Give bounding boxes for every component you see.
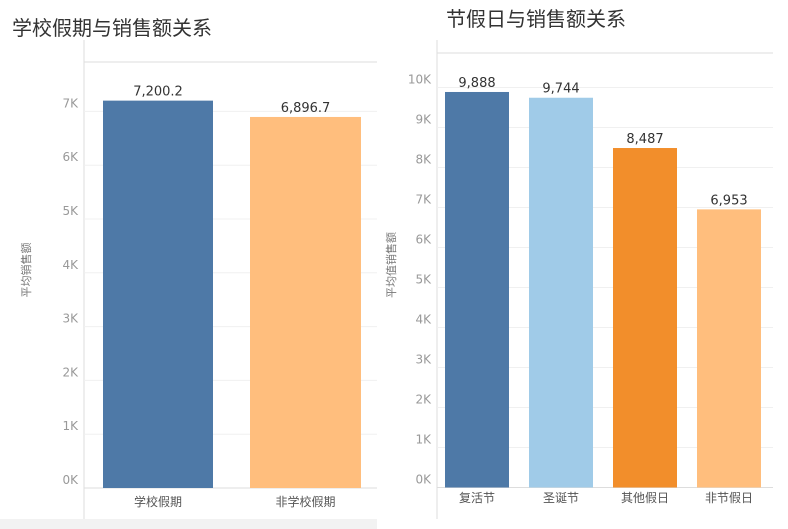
x-category-label: 学校假期 <box>134 494 182 509</box>
bar-复活节 <box>445 91 509 488</box>
y-tick-label: 1K <box>415 433 432 447</box>
bar-圣诞节 <box>529 97 593 488</box>
data-label: 6,896.7 <box>281 101 331 116</box>
x-category-label: 其他假日 <box>621 491 669 505</box>
y-tick-label: 3K <box>62 312 79 326</box>
data-label: 6,953 <box>710 193 747 208</box>
y-tick-label: 6K <box>415 233 432 247</box>
y-tick-label: 3K <box>415 353 432 367</box>
data-label: 7,200.2 <box>133 85 183 100</box>
bar-其他假日 <box>613 148 677 488</box>
y-tick-label: 0K <box>62 473 79 487</box>
y-tick-label: 2K <box>415 393 432 407</box>
bar-非学校假期 <box>250 116 361 488</box>
y-tick-label: 10K <box>408 73 432 87</box>
y-axis-title: 平均销售额 <box>19 243 33 298</box>
data-label: 9,888 <box>458 76 495 91</box>
left-chart-title: 学校假期与销售额关系 <box>12 16 212 40</box>
x-category-label: 非学校假期 <box>275 494 335 509</box>
y-tick-label: 5K <box>62 204 79 218</box>
x-category-label: 非节假日 <box>705 491 753 505</box>
right-chart-title: 节假日与销售额关系 <box>446 7 626 31</box>
y-axis-title: 平均值销售额 <box>384 232 398 298</box>
y-tick-label: 0K <box>415 473 432 487</box>
y-tick-label: 7K <box>62 96 79 110</box>
scroll-strip <box>0 519 377 529</box>
y-tick-label: 4K <box>62 258 79 272</box>
x-category-label: 复活节 <box>459 491 495 505</box>
y-tick-label: 2K <box>62 365 79 379</box>
y-tick-label: 6K <box>62 150 79 164</box>
y-tick-label: 8K <box>415 153 432 167</box>
data-label: 9,744 <box>542 82 579 97</box>
bar-非节假日 <box>697 209 761 488</box>
y-tick-label: 5K <box>415 273 432 287</box>
x-category-label: 圣诞节 <box>543 491 579 505</box>
bar-学校假期 <box>103 100 213 488</box>
data-label: 8,487 <box>626 132 663 147</box>
y-tick-label: 1K <box>62 419 79 433</box>
y-tick-label: 7K <box>415 193 432 207</box>
y-tick-label: 4K <box>415 313 432 327</box>
y-tick-label: 9K <box>415 113 432 127</box>
